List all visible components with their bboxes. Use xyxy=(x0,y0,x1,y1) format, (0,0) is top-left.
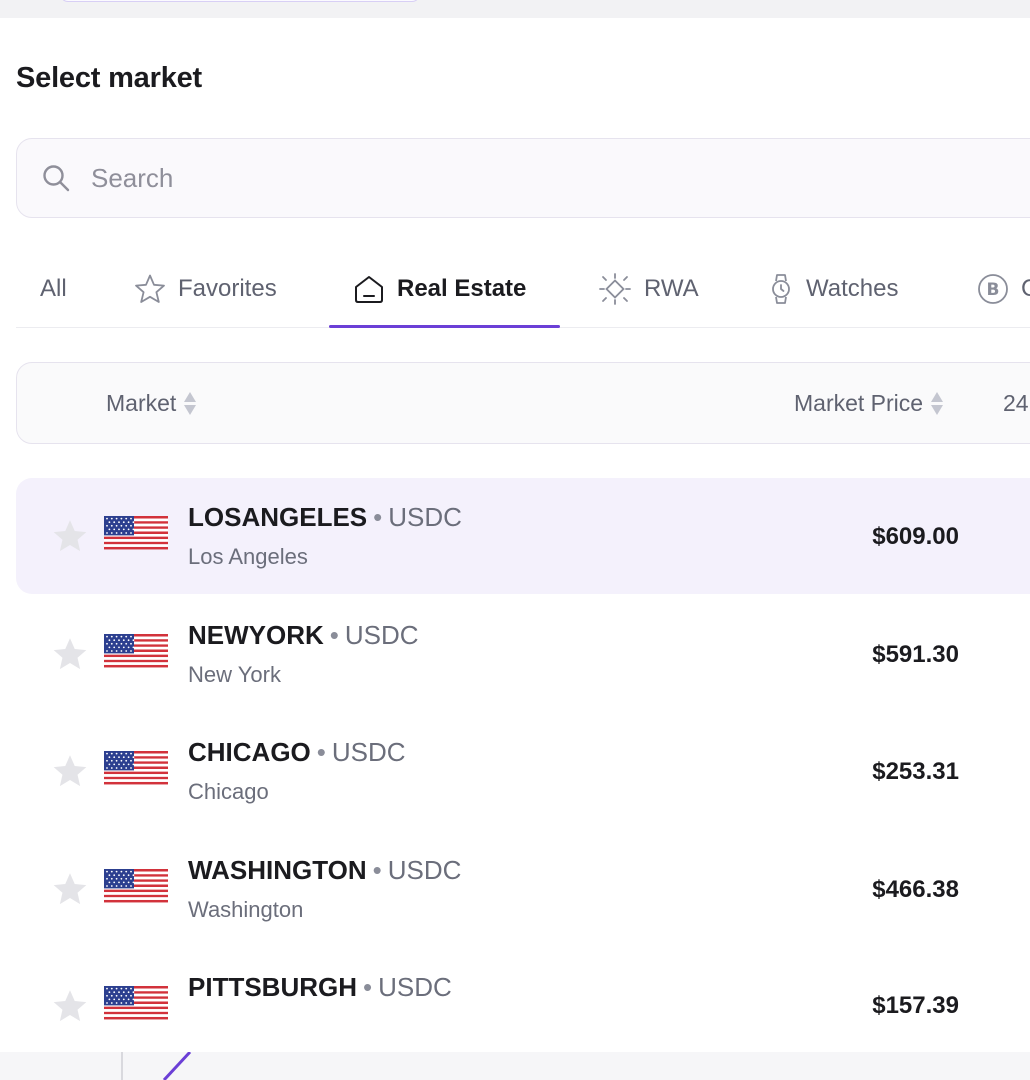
column-label: Market Price xyxy=(794,389,924,416)
bitcoin-icon: B xyxy=(977,273,1009,305)
background-pill xyxy=(60,0,420,2)
separator-dot: • xyxy=(373,502,383,532)
separator-dot: • xyxy=(372,854,382,885)
sort-icon xyxy=(931,391,944,415)
tab-rwa[interactable]: RWA xyxy=(598,250,699,328)
favorite-star-icon[interactable] xyxy=(52,871,88,912)
market-symbol: LOSANGELES • USDC xyxy=(188,502,462,532)
market-row[interactable]: PITTSBURGH • USDC $157.39 xyxy=(16,948,1030,1052)
column-label: 24 xyxy=(1003,389,1029,416)
market-name: Chicago xyxy=(188,779,269,804)
tab-label: Watches xyxy=(806,275,899,302)
background-header xyxy=(0,0,1030,18)
market-row[interactable]: WASHINGTON • USDC Washington $466.38 xyxy=(16,831,1030,947)
quote-currency: USDC xyxy=(344,619,419,650)
market-price: $609.00 xyxy=(872,523,959,550)
market-symbol: NEWYORK • USDC xyxy=(188,619,419,650)
us-flag-icon xyxy=(104,516,168,557)
tab-real-estate[interactable]: Real Estate xyxy=(353,250,526,328)
market-name: Los Angeles xyxy=(188,544,308,569)
quote-currency: USDC xyxy=(388,502,462,532)
market-row[interactable]: LOSANGELES • USDC Los Angeles $609.00 xyxy=(16,478,1030,594)
background-chart-line xyxy=(162,1052,192,1080)
market-price: $253.31 xyxy=(872,758,959,785)
market-symbol: PITTSBURGH • USDC xyxy=(188,972,452,1002)
category-tabs: All Favorites Real Estate xyxy=(16,250,1030,328)
us-flag-icon xyxy=(104,868,168,910)
tab-label: Real Estate xyxy=(397,275,527,302)
star-icon xyxy=(134,273,166,305)
market-row[interactable]: NEWYORK • USDC New York $591.30 xyxy=(16,596,1030,712)
market-name: New York xyxy=(188,661,281,687)
search-box[interactable] xyxy=(16,138,1030,218)
active-tab-indicator xyxy=(329,325,560,328)
us-flag-icon xyxy=(104,633,168,675)
quote-currency: USDC xyxy=(387,854,462,885)
tab-watches[interactable]: Watches xyxy=(768,250,898,328)
table-header: Market Market Price 24 xyxy=(16,362,1030,444)
tab-crypto[interactable]: B C xyxy=(977,250,1030,328)
svg-text:B: B xyxy=(987,280,1000,300)
tab-label: Favorites xyxy=(178,275,277,302)
market-price: $591.30 xyxy=(872,640,959,668)
quote-currency: USDC xyxy=(378,972,452,1002)
background-divider xyxy=(121,1052,123,1080)
select-market-panel: Select market All Favorites Real Estate xyxy=(0,18,1030,1052)
column-label: Market xyxy=(106,389,177,416)
market-price: $157.39 xyxy=(872,992,959,1019)
tab-all[interactable]: All xyxy=(40,250,67,328)
market-symbol: WASHINGTON • USDC xyxy=(188,854,462,885)
us-flag-icon xyxy=(104,986,168,1027)
tab-label: C xyxy=(1021,275,1030,302)
tab-label: RWA xyxy=(644,275,699,302)
favorite-star-icon[interactable] xyxy=(52,636,88,677)
favorite-star-icon[interactable] xyxy=(52,988,88,1029)
tab-favorites[interactable]: Favorites xyxy=(134,250,277,328)
market-price-column-header[interactable]: Market Price xyxy=(794,363,944,443)
tab-label: All xyxy=(40,275,67,302)
favorite-star-icon[interactable] xyxy=(52,518,88,559)
market-name: Washington xyxy=(188,896,304,922)
market-column-header[interactable]: Market xyxy=(106,363,197,443)
separator-dot: • xyxy=(316,737,326,767)
separator-dot: • xyxy=(329,619,339,650)
change-24h-column-header[interactable]: 24 xyxy=(1003,363,1029,443)
market-price: $466.38 xyxy=(872,875,959,903)
market-symbol: CHICAGO • USDC xyxy=(188,737,406,767)
house-icon xyxy=(353,273,385,305)
page-title: Select market xyxy=(16,62,203,94)
us-flag-icon xyxy=(104,751,168,792)
quote-currency: USDC xyxy=(331,737,406,767)
separator-dot: • xyxy=(363,972,373,1002)
market-row[interactable]: CHICAGO • USDC Chicago $253.31 xyxy=(16,713,1030,829)
sort-icon xyxy=(184,391,197,415)
background-chart-area xyxy=(0,1052,1030,1080)
sparkle-icon xyxy=(598,272,632,306)
favorite-star-icon[interactable] xyxy=(52,753,88,794)
search-icon xyxy=(41,162,73,194)
search-input[interactable] xyxy=(91,162,691,194)
watch-icon xyxy=(768,273,794,305)
